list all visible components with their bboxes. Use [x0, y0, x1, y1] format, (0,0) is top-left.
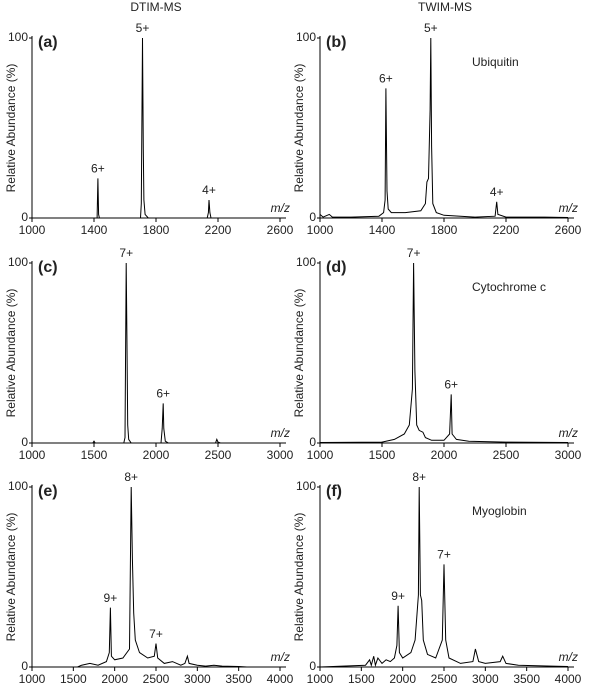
x-tick-label: 3000	[555, 448, 582, 462]
spectrum-line	[319, 37, 569, 218]
panel-label: (d)	[326, 259, 346, 276]
x-tick-label: 1000	[307, 223, 334, 237]
y-tick-label: 100	[8, 255, 28, 269]
y-axis-label: Relative Abundance (%)	[4, 64, 18, 193]
x-tick-label: 1400	[81, 223, 108, 237]
spectrum-line	[32, 37, 280, 219]
x-tick-label: 3000	[267, 448, 294, 462]
panel-label: (e)	[38, 483, 58, 500]
x-tick-label: 2000	[101, 672, 128, 685]
x-tick-label: 2600	[267, 223, 294, 237]
y-tick-label: 0	[21, 210, 28, 224]
peak-label: 5+	[424, 21, 438, 35]
y-axis-label: Relative Abundance (%)	[292, 289, 306, 418]
y-axis-label: Relative Abundance (%)	[292, 513, 306, 642]
x-tick-label: 2500	[143, 672, 170, 685]
x-axis-label: m/z	[271, 201, 290, 215]
x-tick-label: 1500	[369, 448, 396, 462]
x-tick-label: 3000	[184, 672, 211, 685]
sample-label: Cytochrome c	[472, 280, 546, 294]
x-tick-label: 1500	[60, 672, 87, 685]
peak-label: 7+	[437, 548, 451, 562]
x-tick-label: 1400	[369, 223, 396, 237]
x-tick-label: 1800	[143, 223, 170, 237]
y-tick-label: 100	[8, 30, 28, 44]
y-tick-label: 100	[8, 479, 28, 493]
y-tick-label: 0	[309, 435, 316, 449]
peak-label: 8+	[412, 470, 426, 484]
panel-label: (b)	[326, 34, 346, 51]
y-tick-label: 0	[21, 659, 28, 673]
y-tick-label: 0	[309, 659, 316, 673]
y-axis-label: Relative Abundance (%)	[4, 289, 18, 418]
x-tick-label: 1500	[348, 672, 375, 685]
x-tick-label: 2000	[143, 448, 170, 462]
y-tick-label: 100	[296, 479, 316, 493]
panel-label: (c)	[38, 259, 58, 276]
spectrum-line	[319, 262, 569, 443]
y-axis-label: Relative Abundance (%)	[4, 513, 18, 642]
panel-label: (f)	[326, 483, 342, 500]
y-tick-label: 0	[21, 435, 28, 449]
sample-label: Ubiquitin	[472, 55, 519, 69]
x-tick-label: 2200	[493, 223, 520, 237]
x-tick-label: 2000	[431, 448, 458, 462]
x-axis-label: m/z	[271, 650, 290, 664]
x-axis-label: m/z	[271, 426, 290, 440]
x-tick-label: 2200	[205, 223, 232, 237]
x-tick-label: 2500	[493, 448, 520, 462]
x-axis-label: m/z	[559, 426, 578, 440]
x-axis-label: m/z	[559, 201, 578, 215]
peak-label: 6+	[156, 387, 170, 401]
x-tick-label: 1000	[19, 672, 46, 685]
x-tick-label: 1800	[431, 223, 458, 237]
y-tick-label: 0	[309, 210, 316, 224]
x-tick-label: 4000	[555, 672, 582, 685]
x-tick-label: 3500	[225, 672, 252, 685]
spectrum-line	[32, 486, 280, 668]
y-axis-label: Relative Abundance (%)	[292, 64, 306, 193]
x-tick-label: 3000	[472, 672, 499, 685]
peak-label: 9+	[104, 591, 118, 605]
x-tick-label: 4000	[267, 672, 294, 685]
spectrum-line	[32, 262, 280, 444]
peak-label: 4+	[202, 183, 216, 197]
x-tick-label: 1000	[19, 223, 46, 237]
peak-label: 7+	[407, 246, 421, 260]
x-axis-label: m/z	[559, 650, 578, 664]
x-tick-label: 1000	[19, 448, 46, 462]
peak-label: 6+	[444, 378, 458, 392]
x-tick-label: 2500	[205, 448, 232, 462]
x-tick-label: 2000	[389, 672, 416, 685]
column-title: TWIM-MS	[418, 0, 472, 14]
x-tick-label: 1500	[81, 448, 108, 462]
spectrum-line	[319, 486, 569, 668]
peak-label: 7+	[119, 246, 133, 260]
y-tick-label: 100	[296, 30, 316, 44]
x-tick-label: 1000	[307, 672, 334, 685]
y-tick-label: 100	[296, 255, 316, 269]
peak-label: 6+	[91, 162, 105, 176]
x-tick-label: 3500	[513, 672, 540, 685]
x-tick-label: 2600	[555, 223, 582, 237]
x-tick-label: 1000	[307, 448, 334, 462]
peak-label: 8+	[124, 470, 138, 484]
peak-label: 4+	[490, 185, 504, 199]
peak-label: 6+	[379, 72, 393, 86]
panel-label: (a)	[38, 34, 58, 51]
peak-label: 5+	[136, 21, 150, 35]
peak-label: 7+	[149, 627, 163, 641]
sample-label: Myoglobin	[472, 504, 527, 518]
column-title: DTIM-MS	[130, 0, 181, 14]
peak-label: 9+	[391, 589, 405, 603]
x-tick-label: 2500	[431, 672, 458, 685]
